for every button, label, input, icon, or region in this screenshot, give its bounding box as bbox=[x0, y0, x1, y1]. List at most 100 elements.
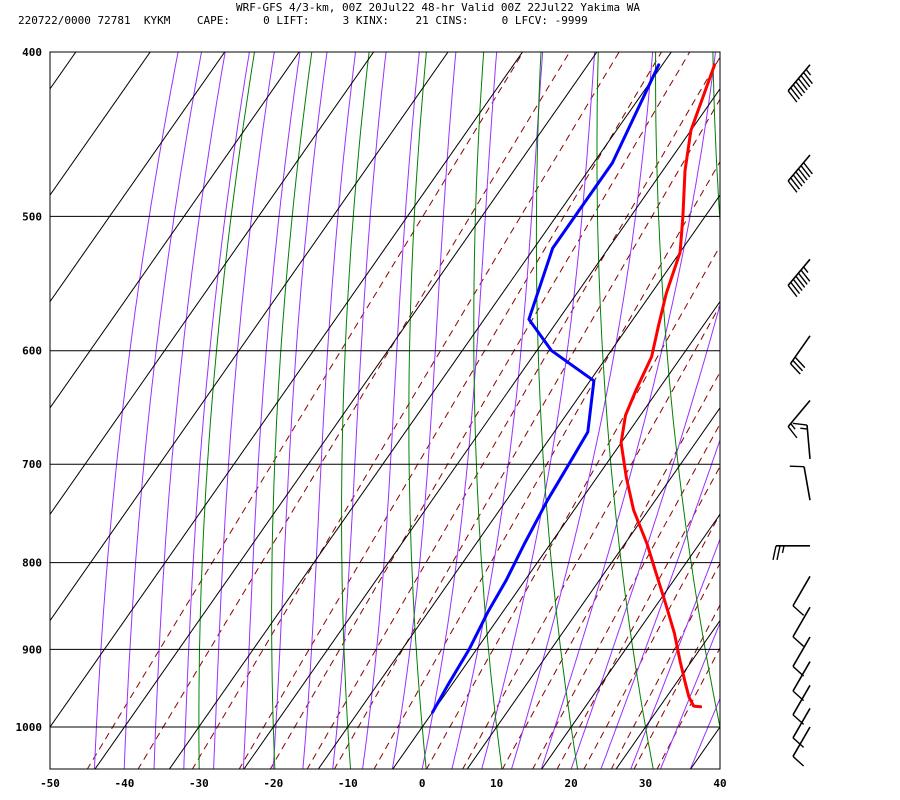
wind-barb-flag bbox=[792, 174, 803, 187]
lfcv-value: -9999 bbox=[554, 14, 588, 27]
kinx-label: KINX: bbox=[355, 14, 389, 27]
dry-adiabats bbox=[198, 33, 900, 770]
isotherm bbox=[50, 52, 226, 303]
mixing-ratio-line bbox=[373, 160, 720, 769]
pressure-tick-label: 800 bbox=[22, 557, 42, 570]
moist-adiabat-line bbox=[272, 52, 328, 769]
moist-adiabat-line bbox=[570, 303, 720, 769]
moist-adiabat-line bbox=[213, 52, 275, 769]
wind-barb-flag bbox=[787, 426, 798, 439]
moist-adiabat-line bbox=[451, 52, 544, 769]
wind-barb bbox=[792, 422, 811, 460]
isotherm-line bbox=[466, 407, 720, 769]
wind-barb-flag bbox=[792, 84, 803, 97]
moist-adiabat-line bbox=[391, 52, 457, 769]
wind-barb-flag bbox=[795, 171, 806, 184]
moist-adiabat-line bbox=[362, 52, 420, 769]
wind-barb-flag bbox=[792, 636, 805, 647]
temperature-line bbox=[619, 63, 717, 709]
isotherm-line bbox=[50, 52, 151, 197]
wind-barb-staff bbox=[787, 154, 811, 182]
isotherm-line bbox=[541, 513, 720, 769]
wind-barb bbox=[787, 258, 811, 298]
wind-barb-staff bbox=[792, 636, 811, 667]
lift-value: 3 bbox=[342, 14, 350, 27]
moist-adiabat-line bbox=[183, 52, 250, 769]
dry-adiabat-line bbox=[271, 52, 313, 769]
wind-barb-staff bbox=[792, 684, 811, 716]
dry-adiabat-line bbox=[596, 52, 654, 769]
cape-value: 0 bbox=[263, 14, 270, 27]
wind-barb-staff bbox=[792, 575, 811, 607]
moist-adiabat-line bbox=[153, 52, 226, 769]
wind-barb-flag bbox=[795, 275, 806, 288]
wind-barb bbox=[789, 335, 811, 375]
dry-adiabat-line bbox=[826, 33, 900, 770]
isotherm bbox=[50, 52, 77, 90]
wind-barb-flag bbox=[792, 737, 805, 748]
wind-barb bbox=[792, 606, 811, 647]
wind-barb-half-flag bbox=[781, 545, 785, 554]
mixing-ratio-line bbox=[610, 562, 720, 769]
pressure-tick-label: 600 bbox=[22, 345, 42, 358]
lift-label: LIFT: bbox=[276, 14, 310, 27]
moist-adiabat-line bbox=[242, 52, 301, 769]
mixing-ratio-line bbox=[306, 56, 720, 769]
temperature-tick-label: -50 bbox=[40, 777, 60, 790]
wind-barb-staff bbox=[792, 661, 811, 692]
dry-adiabat-line bbox=[535, 52, 579, 769]
isotherm-line bbox=[50, 52, 77, 90]
wind-barb-staff bbox=[789, 335, 811, 365]
mixing-ratio-line bbox=[426, 245, 720, 769]
wind-barb-flag bbox=[803, 162, 813, 175]
mixing-ratio-line bbox=[532, 422, 720, 769]
wind-barb bbox=[792, 684, 811, 725]
moist-adiabats bbox=[93, 52, 720, 769]
wind-barb bbox=[787, 400, 811, 439]
dry-adiabat-line bbox=[341, 52, 370, 769]
station-line: 220722/0000 72781 KYKM bbox=[18, 14, 171, 27]
dry-adiabat-line bbox=[883, 33, 900, 770]
wind-barb-flag bbox=[789, 465, 805, 468]
chart-title: WRF-GFS 4/3-km, 00Z 20Jul22 48-hr Valid … bbox=[236, 1, 640, 14]
cins-label: CINS: bbox=[435, 14, 469, 27]
mixing-ratio-line bbox=[238, 52, 663, 769]
wind-barb bbox=[789, 465, 811, 501]
isotherm-line bbox=[168, 52, 672, 769]
dry-adiabat-line bbox=[473, 52, 503, 769]
wind-barb-half-flag bbox=[800, 427, 808, 430]
temperature-tick-label: 0 bbox=[419, 777, 426, 790]
mixing-ratio-line bbox=[191, 52, 620, 769]
wind-barb bbox=[792, 575, 811, 616]
moist-adiabat-line bbox=[511, 52, 654, 769]
wind-barb-flag bbox=[792, 422, 808, 426]
wind-barb-flag bbox=[800, 269, 811, 282]
moist-adiabat-line bbox=[123, 52, 203, 769]
wind-barb-flag bbox=[789, 363, 801, 375]
wind-barb-flag bbox=[803, 72, 813, 85]
wind-barb bbox=[792, 726, 811, 767]
temperature-tick-label: 10 bbox=[490, 777, 503, 790]
isotherm-line bbox=[690, 726, 720, 769]
isotherm-line bbox=[50, 52, 226, 303]
wind-barb-flag bbox=[800, 75, 811, 88]
wind-barb-flag bbox=[792, 278, 803, 291]
isotherm-line bbox=[94, 52, 598, 769]
mixing-ratio-line bbox=[556, 465, 720, 769]
pressure-tick-label: 500 bbox=[22, 210, 42, 223]
wind-barb-flag bbox=[794, 356, 806, 369]
wind-barb-half-flag bbox=[790, 423, 796, 430]
temperature-tick-label: 30 bbox=[639, 777, 652, 790]
isotherm-line bbox=[243, 88, 720, 769]
pressure-tick-label: 1000 bbox=[16, 721, 43, 734]
moist-adiabat-line bbox=[600, 438, 720, 769]
wind-barb-flag bbox=[790, 177, 801, 190]
wind-barb-flag bbox=[792, 605, 805, 616]
wind-barb-flag bbox=[797, 78, 808, 91]
isotherm bbox=[690, 726, 720, 769]
axis-ticks: 400 500 600 700 800 900 1000 -50 -40 -30 -20 -10 0 10… bbox=[16, 46, 727, 790]
temperature-tick-label: -40 bbox=[115, 777, 135, 790]
dewpoint-line bbox=[431, 63, 661, 714]
moist-adiabat-line bbox=[93, 52, 179, 769]
